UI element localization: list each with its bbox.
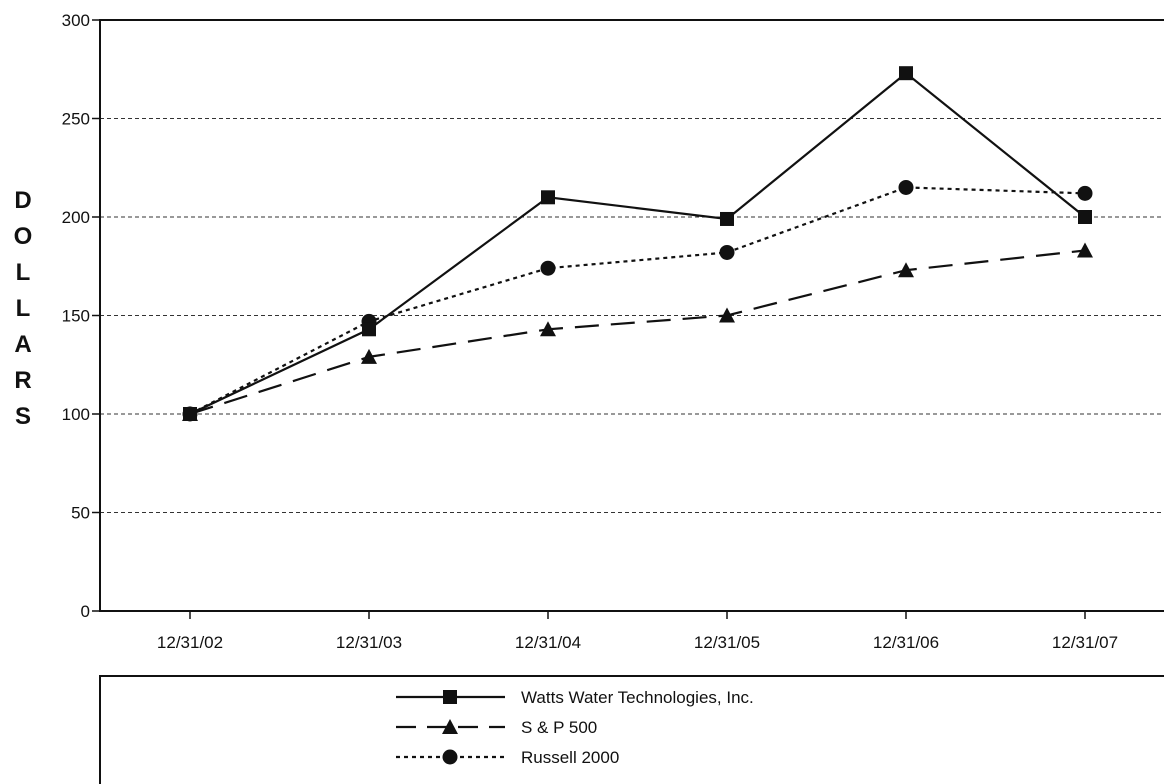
y-tick-label-250: 250 [62,110,90,129]
data-point-s-p-500-12-31-07 [1077,242,1093,258]
data-point-s-p-500-12-31-03 [361,348,377,364]
x-tick-labels: 12/31/02 12/31/03 12/31/04 12/31/05 12/31/06… [157,633,1118,652]
data-point-russell-2000-12-31-04 [540,260,556,276]
data-point-s-p-500-12-31-05 [719,307,735,323]
series-watts-water-technologies-inc [183,66,1092,421]
y-axis-label-letter: S [15,403,31,430]
axes [92,19,1164,619]
x-tick-label-12-31-05: 12/31/05 [694,633,760,652]
legend-marker-russell-2000 [442,749,458,765]
y-tick-label-300: 300 [62,11,90,30]
legend-label-watts-water-technologies-inc: Watts Water Technologies, Inc. [521,688,754,707]
x-tick-label-12-31-06: 12/31/06 [873,633,939,652]
x-tick-label-12-31-03: 12/31/03 [336,633,402,652]
data-point-watts-water-technologies-inc-12-31-05 [720,211,734,226]
x-tick-label-12-31-02: 12/31/02 [157,633,223,652]
y-tick-label-50: 50 [71,504,90,523]
y-tick-label-100: 100 [62,405,90,424]
y-axis-label-letter: O [14,223,33,250]
data-point-russell-2000-12-31-06 [898,179,914,195]
series-russell-2000 [182,179,1093,422]
y-tick-label-200: 200 [62,208,90,227]
data-point-watts-water-technologies-inc-12-31-04 [541,190,555,205]
data-point-s-p-500-12-31-04 [540,321,556,337]
y-axis-label-letter: L [16,295,31,322]
series-line-s-p-500 [189,249,1086,416]
series-line-watts-water-technologies-inc [189,71,1086,415]
y-tick-label-150: 150 [62,307,90,326]
data-point-watts-water-technologies-inc-12-31-02 [183,407,197,421]
y-axis-label-letter: L [16,259,31,286]
legend: Watts Water Technologies, Inc. S & P 500 R… [99,675,1164,784]
legend-marker-s-p-500 [442,719,458,734]
series-line-russell-2000 [189,186,1086,415]
y-tick-label-0: 0 [81,602,90,621]
data-point-watts-water-technologies-inc-12-31-06 [899,66,913,81]
y-tick-labels: 0 50 100 150 200 250 300 [62,11,90,621]
x-tick-label-12-31-07: 12/31/07 [1052,633,1118,652]
legend-label-s-p-500: S & P 500 [521,718,597,737]
legend-box [99,675,1164,784]
data-point-watts-water-technologies-inc-12-31-07 [1078,210,1092,224]
data-point-russell-2000-12-31-07 [1077,185,1093,201]
y-axis-label-letter: R [14,367,31,394]
series-s-p-500 [182,242,1093,421]
x-tick-label-12-31-04: 12/31/04 [515,633,581,652]
legend-marker-watts-water-technologies-inc [443,690,457,704]
data-point-russell-2000-12-31-05 [719,244,735,260]
series-lines [182,66,1093,422]
y-axis-label-letter: D [14,187,31,214]
legend-label-russell-2000: Russell 2000 [521,748,619,767]
y-axis-label-letter: A [14,331,31,358]
gridlines [100,118,1164,513]
data-point-s-p-500-12-31-06 [898,262,914,278]
data-point-watts-water-technologies-inc-12-31-03 [362,322,376,337]
